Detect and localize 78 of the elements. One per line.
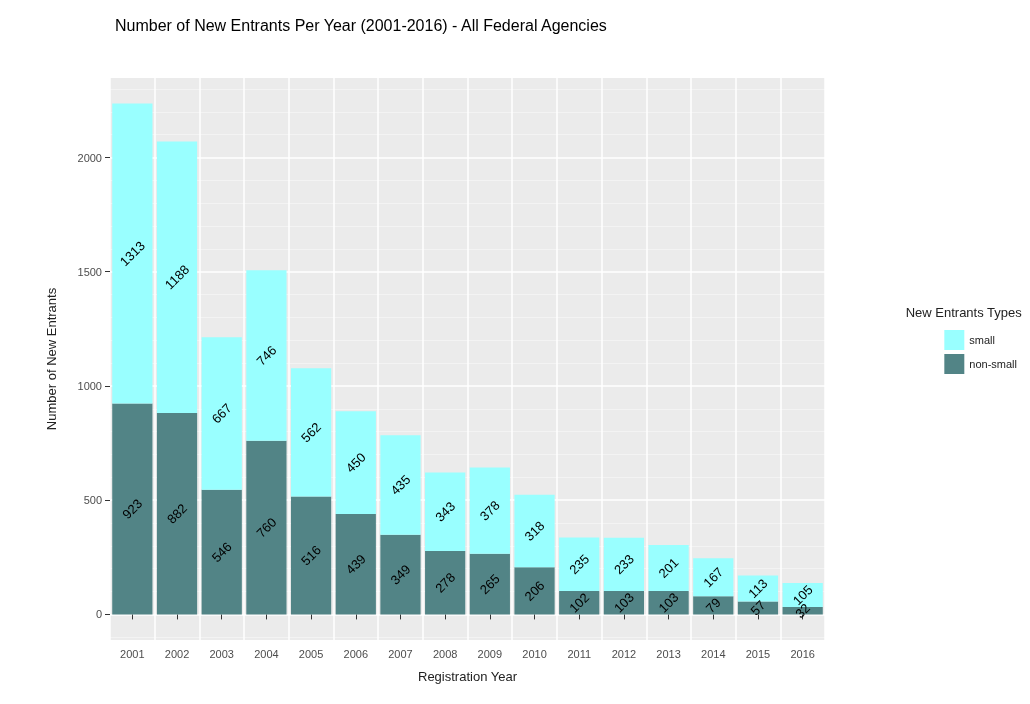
x-axis-title: Registration Year — [417, 669, 518, 684]
data-label: 516 — [298, 542, 325, 569]
x-tick-label: 2009 — [477, 647, 503, 660]
legend-label: non-small — [969, 358, 1017, 370]
chart-title: Number of New Entrants Per Year (2001-2016) - All Federal Agencies — [115, 16, 607, 34]
y-tick-label: 2000 — [77, 151, 102, 164]
bar — [514, 567, 555, 615]
bar — [156, 412, 198, 615]
bar — [380, 435, 421, 535]
y-axis-title: Number of New Entrants — [44, 287, 59, 431]
x-tick-label: 2014 — [701, 647, 726, 660]
data-label: 435 — [387, 472, 414, 498]
data-label: 378 — [476, 497, 503, 524]
x-tick-label: 2011 — [567, 647, 592, 660]
data-label: 439 — [342, 551, 369, 578]
data-label: 318 — [521, 518, 548, 544]
legend-label: small — [969, 334, 995, 346]
bar — [469, 553, 510, 615]
data-label: 562 — [298, 419, 325, 446]
bar — [246, 270, 287, 441]
x-tick-label: 2010 — [522, 647, 547, 660]
x-tick-label: 2002 — [164, 647, 190, 660]
bar — [201, 337, 242, 490]
y-tick-label: 1500 — [77, 265, 102, 278]
x-tick-label: 2003 — [209, 647, 234, 660]
data-label: 882 — [164, 500, 190, 527]
data-label: 233 — [610, 551, 637, 578]
bar — [559, 537, 600, 592]
bar — [290, 496, 332, 615]
data-label: 235 — [566, 551, 593, 578]
data-label: 103 — [655, 589, 682, 616]
x-tick-label: 2012 — [611, 647, 637, 660]
bar — [246, 440, 287, 615]
bar — [425, 550, 466, 615]
data-label: 167 — [700, 564, 727, 591]
y-tick-label: 0 — [95, 608, 102, 621]
bar — [693, 558, 734, 597]
data-label: 343 — [432, 498, 459, 525]
data-label: 265 — [476, 571, 503, 598]
x-tick-label: 2004 — [254, 647, 279, 660]
y-tick-label: 500 — [83, 494, 102, 507]
data-label: 278 — [432, 569, 459, 596]
data-label: 57 — [747, 597, 769, 619]
data-label: 349 — [387, 561, 414, 588]
data-label: 103 — [610, 589, 637, 616]
data-label: 760 — [253, 514, 280, 541]
x-tick-label: 2001 — [120, 647, 145, 660]
bar — [112, 403, 153, 615]
x-tick-label: 2013 — [656, 647, 681, 660]
bar — [290, 368, 332, 497]
data-label: 450 — [342, 449, 369, 476]
data-label: 201 — [655, 554, 682, 581]
x-tick-label: 2008 — [432, 647, 458, 660]
y-tick-label: 1000 — [77, 379, 102, 392]
x-tick-label: 2005 — [298, 647, 324, 660]
x-tick-label: 2016 — [790, 647, 815, 660]
data-label: 923 — [119, 496, 146, 522]
data-label: 546 — [208, 539, 235, 566]
bar — [425, 472, 466, 551]
bar — [156, 141, 198, 413]
data-label: 79 — [702, 594, 724, 616]
bar — [380, 534, 421, 615]
bar — [335, 514, 376, 615]
bar — [514, 494, 555, 568]
bar — [648, 544, 689, 591]
x-tick-label: 2006 — [343, 647, 369, 660]
bar — [469, 467, 510, 554]
bar — [112, 103, 153, 404]
bar — [335, 411, 376, 515]
data-label: 746 — [253, 342, 280, 369]
x-tick-label: 2015 — [745, 647, 771, 660]
data-label: 667 — [208, 400, 235, 427]
bar — [201, 489, 242, 615]
legend-title: New Entrants Types — [905, 305, 1023, 320]
bar — [603, 537, 645, 591]
x-tick-label: 2007 — [388, 647, 413, 660]
data-label: 206 — [521, 577, 548, 604]
data-label: 102 — [566, 589, 593, 616]
